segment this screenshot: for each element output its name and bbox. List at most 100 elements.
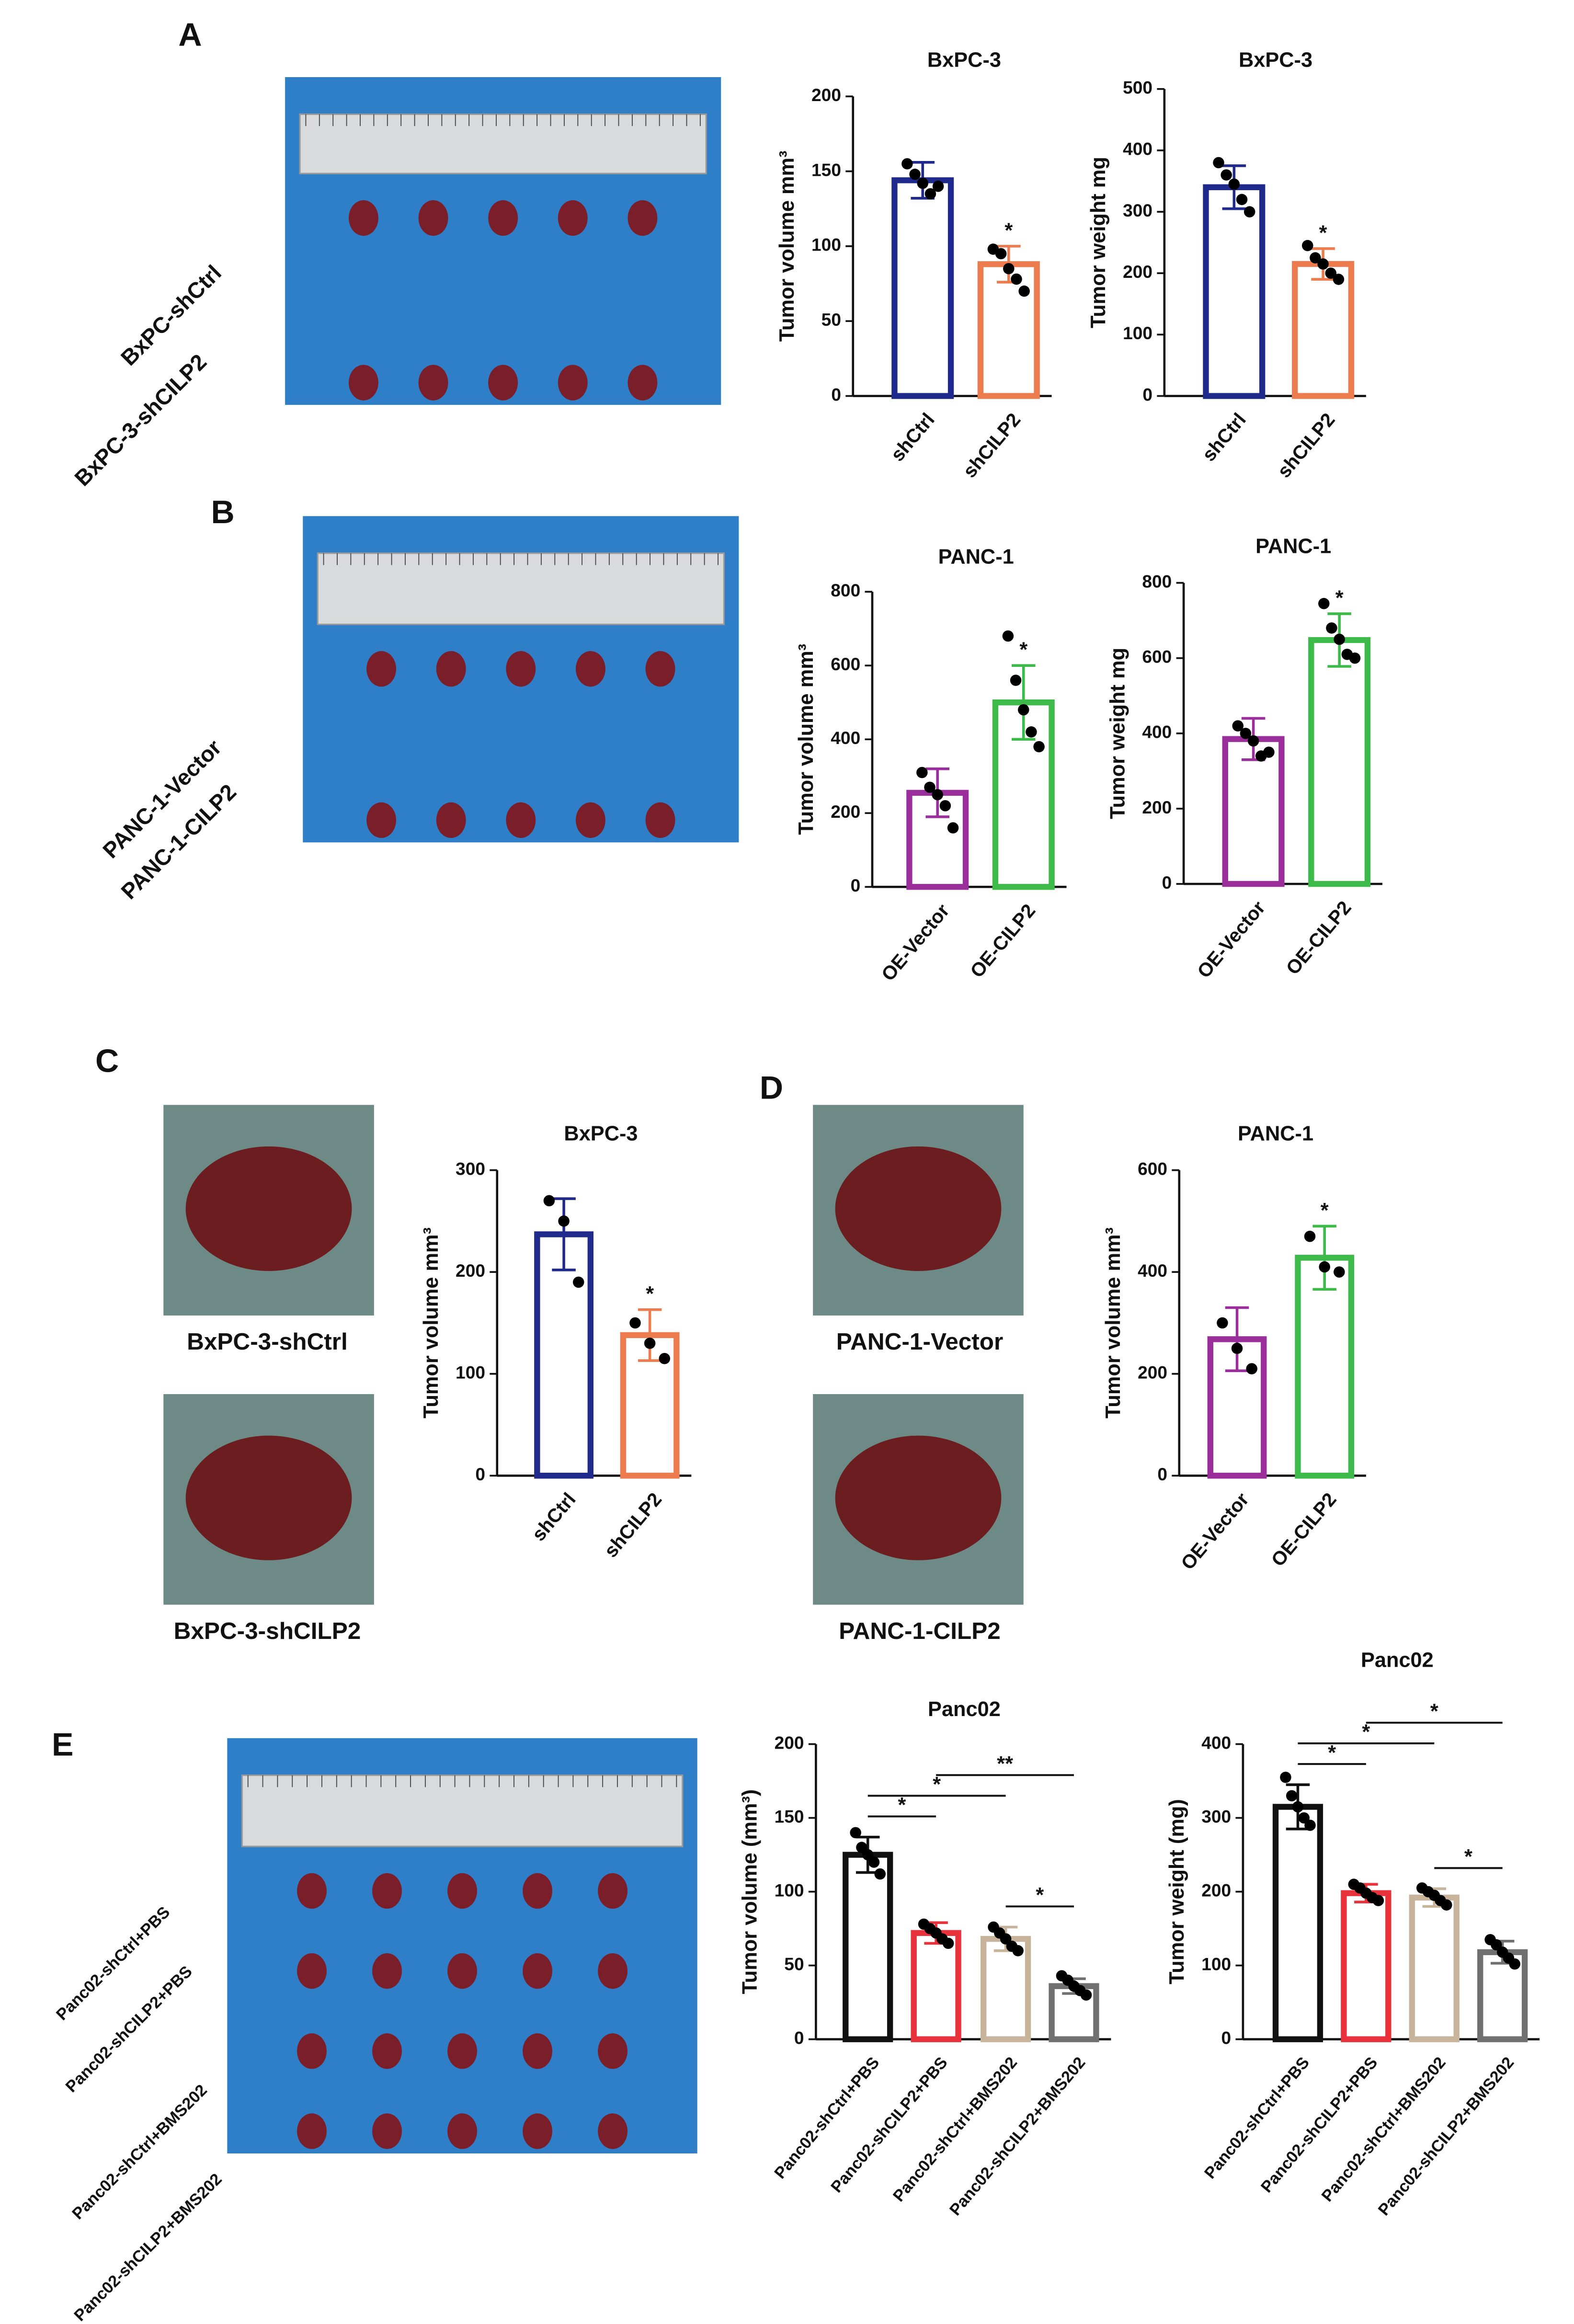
data-point — [924, 781, 935, 793]
x-tick-label: Panc02-shCILP2+BMS202 — [1375, 2053, 1518, 2219]
data-point — [1304, 1230, 1316, 1242]
y-tick-label: 800 — [831, 580, 860, 600]
tumor — [523, 2033, 553, 2069]
significance: * — [1430, 1700, 1438, 1723]
photo-label: BxPC-3-shCILP2 — [69, 349, 211, 491]
tumor — [598, 2113, 628, 2149]
bar — [1203, 184, 1266, 399]
data-point — [1026, 726, 1037, 738]
tumor — [447, 1953, 477, 1989]
liver — [835, 1435, 1002, 1560]
data-point — [1286, 1790, 1298, 1802]
photo-label: BxPC-shCtrl — [116, 260, 226, 370]
data-point — [659, 1353, 671, 1364]
y-tick-label: 0 — [1162, 872, 1172, 893]
bar — [1272, 1804, 1323, 2042]
tumor — [366, 651, 397, 687]
significance: * — [1319, 221, 1327, 244]
y-tick-label: 0 — [794, 2027, 804, 2048]
y-tick-label: 0 — [1157, 1464, 1167, 1484]
tumor — [575, 802, 605, 838]
y-tick-label: 100 — [775, 1880, 804, 1900]
y-tick-label: 200 — [811, 85, 841, 105]
data-point — [1243, 206, 1255, 218]
data-point — [932, 181, 944, 192]
chart-title: BxPC-3 — [564, 1122, 638, 1145]
data-point — [942, 1937, 954, 1949]
data-point — [1372, 1895, 1384, 1906]
y-tick-label: 400 — [831, 728, 860, 748]
bar — [1292, 261, 1355, 399]
tumor — [575, 651, 605, 687]
tumor — [436, 651, 466, 687]
y-tick-label: 50 — [821, 309, 841, 330]
significance: ** — [997, 1752, 1013, 1775]
bar — [1341, 1890, 1392, 2042]
tumor — [488, 200, 518, 236]
data-point — [1349, 652, 1361, 664]
data-point — [1318, 598, 1330, 609]
data-point — [1326, 622, 1337, 634]
data-point — [1333, 274, 1345, 285]
bar — [843, 1852, 893, 2042]
tumor — [348, 365, 378, 401]
x-tick-label: Panc02-shCtrl+BMS202 — [890, 2053, 1021, 2205]
data-point — [1317, 258, 1329, 270]
tumor — [645, 802, 675, 838]
y-tick-label: 800 — [1142, 571, 1172, 591]
data-point — [850, 1827, 861, 1839]
x-tick-label: OE-Vector — [877, 900, 954, 985]
photos — [163, 77, 1024, 2153]
data-point — [1304, 1820, 1316, 1831]
y-tick-label: 300 — [456, 1158, 485, 1179]
y-tick-label: 200 — [1142, 797, 1172, 817]
ruler — [241, 1774, 684, 1847]
x-tick-label: OE-CILP2 — [966, 900, 1040, 982]
data-point — [924, 188, 936, 200]
y-tick-label: 600 — [831, 654, 860, 674]
bar — [911, 1930, 961, 2042]
y-tick-label: 150 — [811, 160, 841, 180]
y-axis-label: Tumor volume mm³ — [1102, 1227, 1125, 1419]
y-tick-label: 200 — [456, 1260, 485, 1281]
x-tick-label: shCILP2 — [958, 409, 1025, 482]
data-point — [917, 177, 929, 189]
tumor — [645, 651, 675, 687]
y-axis-label: Tumor weight mg — [1106, 648, 1129, 819]
data-point — [1236, 194, 1248, 206]
chart-title: PANC-1 — [1255, 535, 1331, 558]
y-tick-label: 0 — [851, 875, 861, 895]
y-tick-label: 200 — [1138, 1362, 1167, 1382]
tumor — [598, 1873, 628, 1909]
significance: * — [1019, 639, 1027, 662]
tumor — [627, 200, 658, 236]
y-tick-label: 200 — [831, 801, 860, 822]
x-tick-label: shCILP2 — [1273, 409, 1339, 482]
y-axis-label: Tumor volume mm³ — [776, 150, 798, 342]
chart-title: Panc02 — [928, 1698, 1001, 1721]
tumor — [366, 802, 397, 838]
y-tick-label: 200 — [1123, 262, 1152, 282]
significance: * — [933, 1773, 941, 1796]
photo-label: PANC-1-CILP2 — [839, 1618, 1000, 1644]
tumor — [523, 1873, 553, 1909]
tumor — [372, 2033, 402, 2069]
y-tick-label: 400 — [1138, 1260, 1167, 1281]
y-tick-label: 150 — [775, 1806, 804, 1826]
data-point — [1334, 1266, 1345, 1278]
data-point — [1319, 1261, 1330, 1273]
data-point — [1217, 1317, 1228, 1329]
data-point — [939, 800, 951, 812]
tumor — [447, 2113, 477, 2149]
data-point — [1301, 240, 1313, 252]
chart-title: BxPC-3 — [927, 48, 1001, 71]
data-point — [1220, 169, 1232, 181]
x-tick-label: OE-CILP2 — [1282, 897, 1356, 979]
data-point — [1010, 675, 1022, 686]
tumor — [598, 2033, 628, 2069]
y-axis-label: Tumor weight (mg) — [1165, 1799, 1188, 1984]
y-tick-label: 400 — [1201, 1732, 1231, 1752]
data-point — [1018, 704, 1029, 716]
chart-title: PANC-1 — [938, 545, 1014, 568]
